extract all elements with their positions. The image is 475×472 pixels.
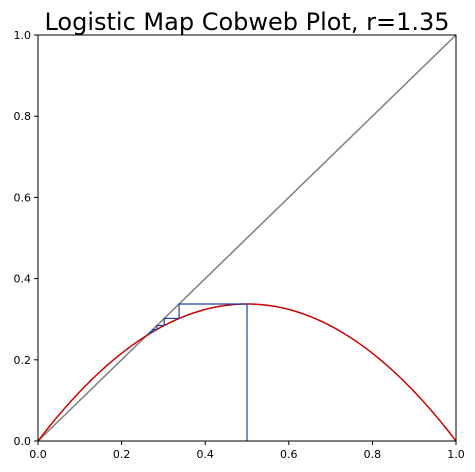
axes: 0.0 0.2 0.4 0.6 0.8 1.0 0.0 0.2 0.4 0.6 0.8 1.0 — [14, 29, 465, 461]
plot-lines — [38, 35, 456, 441]
y-tick-label: 0.6 — [14, 191, 32, 204]
x-tick-label: 0.2 — [113, 448, 131, 461]
x-tick-label: 0.4 — [196, 448, 214, 461]
y-tick-label: 1.0 — [14, 29, 32, 42]
x-tick-label: 0.6 — [280, 448, 298, 461]
y-tick-label: 0.0 — [14, 435, 32, 448]
y-tick-label: 0.2 — [14, 354, 32, 367]
x-tick-label: 1.0 — [447, 448, 465, 461]
x-tick-label: 0.8 — [364, 448, 382, 461]
y-tick-label: 0.8 — [14, 110, 32, 123]
identity-line — [38, 35, 456, 441]
cobweb-line — [148, 303, 248, 441]
axes-frame — [37, 34, 457, 442]
x-tick-label: 0.0 — [29, 448, 47, 461]
chart-title: Logistic Map Cobweb Plot, r=1.35 — [44, 8, 449, 36]
plot-area — [38, 35, 456, 441]
y-tick-label: 0.4 — [14, 273, 32, 286]
